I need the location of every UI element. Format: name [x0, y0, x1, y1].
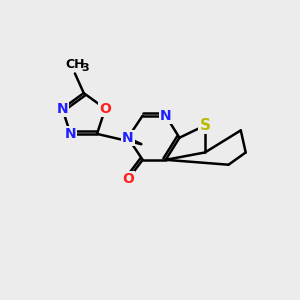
Text: S: S	[200, 118, 211, 133]
Text: N: N	[160, 109, 172, 123]
Text: N: N	[122, 131, 134, 145]
Text: O: O	[99, 102, 111, 116]
Text: CH: CH	[65, 58, 85, 70]
Text: O: O	[122, 172, 134, 186]
Text: N: N	[65, 127, 76, 141]
Text: 3: 3	[82, 63, 89, 73]
Text: N: N	[56, 102, 68, 116]
